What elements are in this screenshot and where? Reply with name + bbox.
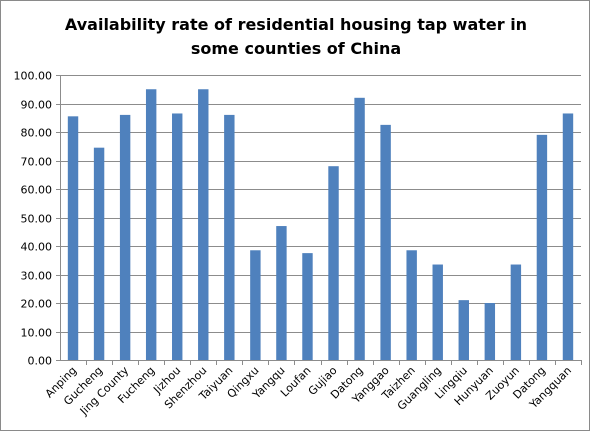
bar xyxy=(93,147,105,360)
y-tick-labels: 0.00 10.00 20.00 30.00 40.00 50.00 60.00 70.00 8… xyxy=(14,70,53,368)
bar xyxy=(328,166,339,360)
bar xyxy=(484,303,496,360)
bar xyxy=(198,89,209,360)
bar xyxy=(67,116,79,360)
y-tick-label: 0.00 xyxy=(28,355,53,368)
y-tick-label: 10.00 xyxy=(21,327,53,340)
bar xyxy=(119,114,131,361)
bar xyxy=(380,124,391,360)
bar xyxy=(302,253,313,360)
bar xyxy=(536,134,548,360)
bar xyxy=(406,250,417,360)
bar xyxy=(224,114,235,361)
bar xyxy=(250,250,261,360)
y-tick-label: 50.00 xyxy=(21,213,53,226)
bar xyxy=(354,97,365,361)
y-tick-label: 40.00 xyxy=(21,241,53,254)
bar xyxy=(172,113,183,360)
bar xyxy=(145,89,157,360)
y-tick-label: 80.00 xyxy=(21,127,53,140)
bars xyxy=(67,89,574,361)
axes xyxy=(60,75,582,365)
y-tick-label: 30.00 xyxy=(21,270,53,283)
y-tick-label: 100.00 xyxy=(14,70,53,83)
bar xyxy=(458,300,469,360)
bar xyxy=(510,264,522,360)
bar xyxy=(432,264,443,360)
y-tick-label: 60.00 xyxy=(21,184,53,197)
y-tick-label: 70.00 xyxy=(21,156,53,169)
y-tick-label: 20.00 xyxy=(21,298,53,311)
bar xyxy=(562,113,574,360)
chart-title: Availability rate of residential housing… xyxy=(64,15,528,58)
gridlines xyxy=(56,75,581,361)
y-tick-label: 90.00 xyxy=(21,99,53,112)
bar xyxy=(276,226,287,360)
